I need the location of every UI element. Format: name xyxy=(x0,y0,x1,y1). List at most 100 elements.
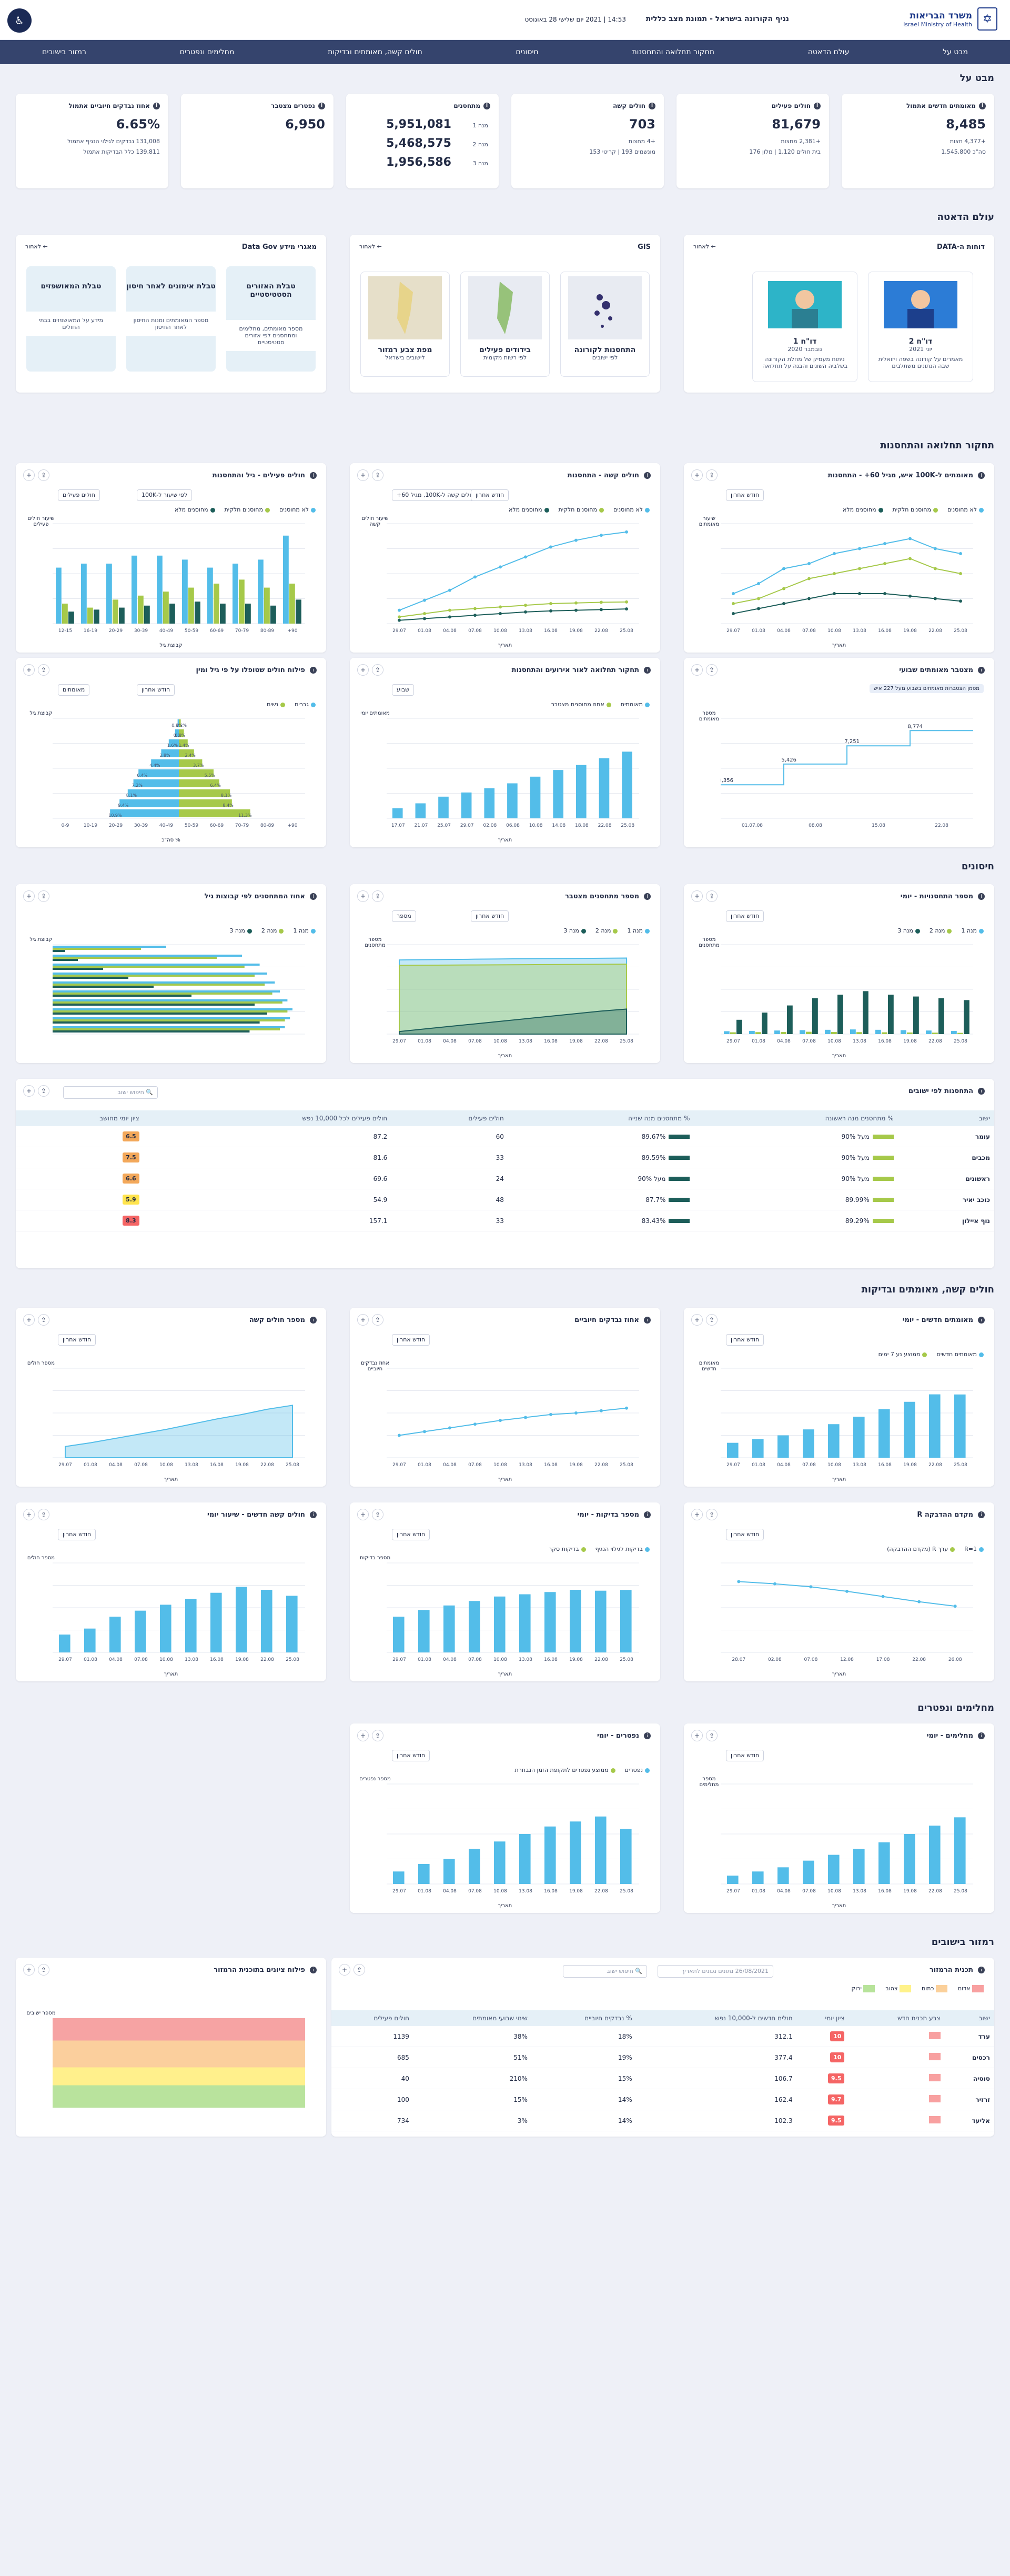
bar[interactable] xyxy=(553,770,563,818)
data-point[interactable] xyxy=(858,547,861,550)
bar[interactable] xyxy=(853,1849,865,1885)
bar[interactable] xyxy=(179,769,214,777)
info-icon[interactable]: i xyxy=(310,893,317,900)
nav-recovered[interactable]: מחלימים ונפטרים xyxy=(179,48,235,56)
expand-icon[interactable]: + xyxy=(691,1314,703,1326)
bar[interactable] xyxy=(828,1855,840,1884)
gov-card-hospitalized[interactable]: טבלת המאושפזים מידע על המאושפזים בבתי הח… xyxy=(26,266,116,372)
table-row[interactable]: ראשונים מעל 90% מעל 90% 24 69.6 6.6 xyxy=(16,1168,994,1189)
expand-icon[interactable]: + xyxy=(691,890,703,902)
period-dropdown[interactable]: חודש אחרון xyxy=(726,1750,764,1761)
datagov-back-button[interactable]: ← לאחור xyxy=(25,243,48,250)
data-point[interactable] xyxy=(423,598,426,602)
data-point[interactable] xyxy=(917,1600,921,1603)
data-point[interactable] xyxy=(908,557,912,560)
bar[interactable] xyxy=(837,995,843,1034)
bar[interactable] xyxy=(803,1860,814,1884)
data-point[interactable] xyxy=(883,542,886,545)
bar[interactable] xyxy=(210,1592,222,1652)
bar[interactable] xyxy=(296,599,301,624)
report-card-1[interactable]: דו"ח 1 נובמבר 2020 ניתוח מעמיק של מחלת ה… xyxy=(752,272,857,382)
bar[interactable] xyxy=(484,788,495,818)
data-point[interactable] xyxy=(473,575,477,579)
data-point[interactable] xyxy=(448,608,451,612)
bar[interactable] xyxy=(907,1032,913,1034)
gis-back-button[interactable]: ← לאחור xyxy=(359,243,382,250)
info-icon[interactable]: i xyxy=(978,1088,985,1095)
share-icon[interactable]: ⇪ xyxy=(706,1314,718,1326)
share-icon[interactable]: ⇪ xyxy=(372,1509,383,1520)
bar[interactable] xyxy=(53,993,272,995)
period-dropdown[interactable]: חודש אחרון xyxy=(471,489,509,501)
period-dropdown[interactable]: חודש אחרון xyxy=(392,1334,430,1346)
bar[interactable] xyxy=(258,559,264,624)
bar[interactable] xyxy=(68,612,74,624)
table-header[interactable]: ישוב xyxy=(897,1110,994,1126)
bar[interactable] xyxy=(62,604,68,624)
info-icon[interactable]: i xyxy=(644,472,651,479)
bar[interactable] xyxy=(519,1834,531,1884)
data-point[interactable] xyxy=(398,1434,401,1437)
bar[interactable] xyxy=(53,1010,288,1013)
bar[interactable] xyxy=(418,1864,430,1884)
bar[interactable] xyxy=(929,1394,941,1458)
share-icon[interactable]: ⇪ xyxy=(372,1730,383,1741)
info-icon[interactable]: i xyxy=(979,102,986,109)
data-point[interactable] xyxy=(524,604,527,607)
expand-icon[interactable]: + xyxy=(691,1730,703,1741)
bar[interactable] xyxy=(53,981,275,984)
data-point[interactable] xyxy=(833,572,836,575)
legend-item[interactable]: נפטרים xyxy=(625,1767,650,1773)
bar[interactable] xyxy=(53,977,128,979)
bar[interactable] xyxy=(418,1610,430,1652)
bar[interactable] xyxy=(220,604,226,624)
bar[interactable] xyxy=(469,1601,480,1652)
data-point[interactable] xyxy=(574,538,578,542)
bar[interactable] xyxy=(875,1029,881,1034)
bar[interactable] xyxy=(904,1834,915,1884)
info-icon[interactable]: i xyxy=(310,1511,317,1518)
legend-item[interactable]: מנה 1 xyxy=(293,927,316,934)
bar[interactable] xyxy=(53,1004,255,1006)
bar[interactable] xyxy=(179,759,203,767)
bar[interactable] xyxy=(882,1032,887,1034)
share-icon[interactable]: ⇪ xyxy=(38,664,49,676)
bar[interactable] xyxy=(261,1590,272,1652)
data-point[interactable] xyxy=(807,577,811,580)
bar[interactable] xyxy=(87,607,93,624)
bar[interactable] xyxy=(850,1029,856,1034)
bar[interactable] xyxy=(179,809,250,817)
data-point[interactable] xyxy=(625,1406,628,1410)
data-point[interactable] xyxy=(423,612,426,615)
legend-item[interactable]: מנה 2 xyxy=(261,927,284,934)
data-point[interactable] xyxy=(600,1409,603,1412)
legend-item[interactable]: מחוסנים חלקית xyxy=(225,506,270,513)
info-icon[interactable]: i xyxy=(978,1732,985,1739)
legend-item[interactable]: גברים xyxy=(295,701,316,708)
data-point[interactable] xyxy=(934,597,937,600)
share-icon[interactable]: ⇪ xyxy=(38,1314,49,1326)
legend-item[interactable]: מחוסנים מלא xyxy=(509,506,549,513)
data-point[interactable] xyxy=(473,614,477,617)
data-point[interactable] xyxy=(549,545,552,549)
info-icon[interactable]: i xyxy=(644,1511,651,1518)
expand-icon[interactable]: + xyxy=(357,664,369,676)
table-header[interactable]: חולים פעילים xyxy=(331,2010,413,2026)
bar[interactable] xyxy=(544,1826,556,1884)
period-dropdown[interactable]: חודש אחרון xyxy=(392,1529,430,1540)
data-point[interactable] xyxy=(732,602,735,605)
bar[interactable] xyxy=(160,1605,171,1652)
expand-icon[interactable]: + xyxy=(357,1730,369,1741)
gov-card-immunity[interactable]: טבלת אימונים לאחר חיסון מספר המאומתים ומ… xyxy=(126,266,216,372)
bar[interactable] xyxy=(185,1599,197,1652)
data-point[interactable] xyxy=(881,1595,885,1598)
bar[interactable] xyxy=(929,1826,941,1884)
data-point[interactable] xyxy=(625,530,628,534)
data-point[interactable] xyxy=(398,608,401,612)
bar[interactable] xyxy=(53,946,166,948)
bar[interactable] xyxy=(749,1030,755,1034)
bar[interactable] xyxy=(113,599,118,624)
data-point[interactable] xyxy=(398,615,401,619)
expand-icon[interactable]: + xyxy=(23,890,35,902)
info-icon[interactable]: i xyxy=(318,102,325,109)
